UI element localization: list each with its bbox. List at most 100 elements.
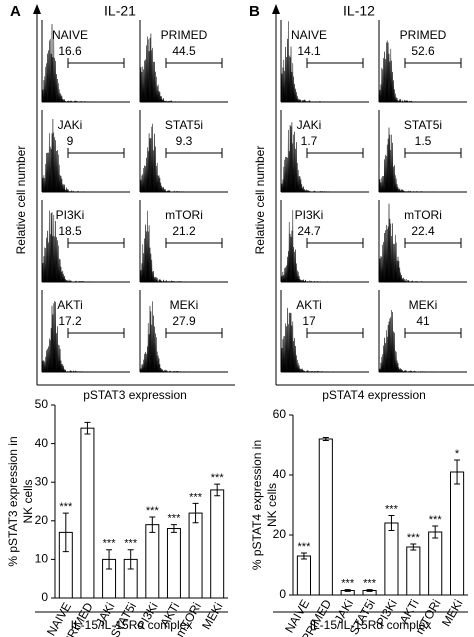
gate-label: AKTi <box>296 298 322 312</box>
histogram <box>41 210 106 283</box>
significance: *** <box>103 538 117 550</box>
error-bar <box>410 543 417 551</box>
y-tick-label: 0 <box>279 587 286 601</box>
gate-value: 18.5 <box>58 224 82 238</box>
y-axis-label: NK cells <box>265 483 279 527</box>
error-bar <box>106 549 113 570</box>
significance: *** <box>407 532 421 544</box>
histogram <box>139 123 204 193</box>
gate-label: STAT5i <box>404 118 442 132</box>
gate-value: 17 <box>302 314 316 328</box>
error-bar <box>149 516 156 533</box>
gate-label: JAKi <box>297 118 322 132</box>
gate-label: NAIVE <box>291 28 327 42</box>
error-bar <box>170 524 177 533</box>
gate-label: AKTi <box>57 298 83 312</box>
y-axis-label: % pSTAT3 expression in <box>6 436 20 566</box>
bar <box>210 489 225 599</box>
bar <box>296 555 311 596</box>
gate-label: mTORi <box>404 208 442 222</box>
x-axis-label: pSTAT4 expression <box>322 388 426 402</box>
gate-value: 1.7 <box>301 134 318 148</box>
y-tick-label: 50 <box>35 397 49 411</box>
error-bar <box>300 552 307 560</box>
gate-value: 14.1 <box>297 44 321 58</box>
histogram <box>139 210 204 283</box>
histogram <box>41 24 106 103</box>
error-bar <box>432 525 439 539</box>
gate-value: 52.6 <box>411 44 435 58</box>
significance: *** <box>124 538 138 550</box>
significance: *** <box>298 541 312 553</box>
significance: *** <box>429 514 443 526</box>
x-tick-label: MEKi <box>199 600 225 632</box>
y-tick-label: 60 <box>273 407 287 421</box>
error-bar <box>62 512 69 553</box>
gate-value: 17.2 <box>58 314 82 328</box>
x-tick-label: MEKi <box>439 597 465 629</box>
gate-label: PRIMED <box>161 28 208 42</box>
y-tick-label: 10 <box>35 552 49 566</box>
x-axis-label: IL-15/IL-15Rα complex <box>310 618 432 632</box>
histogram <box>280 307 345 373</box>
error-bar <box>192 502 199 524</box>
bar <box>318 438 333 596</box>
gate-label: MEKi <box>409 298 438 312</box>
gate-value: 21.2 <box>172 224 196 238</box>
histogram <box>139 301 204 373</box>
gate-label: PI3Ki <box>295 208 324 222</box>
significance: *** <box>363 578 377 590</box>
error-bar <box>84 421 91 435</box>
significance: *** <box>168 513 182 525</box>
panel-title: IL-21 <box>104 3 136 19</box>
bar <box>428 531 443 596</box>
y-tick-label: 20 <box>273 527 287 541</box>
gate-label: PRIMED <box>400 28 447 42</box>
gate-value: 44.5 <box>172 44 196 58</box>
histogram <box>378 203 443 283</box>
bar <box>80 427 95 599</box>
gate-value: 41 <box>416 314 430 328</box>
significance: *** <box>385 503 399 515</box>
gate-value: 22.4 <box>411 224 435 238</box>
histogram <box>139 33 204 103</box>
bar <box>406 546 421 596</box>
bar <box>384 522 399 596</box>
significance: *** <box>211 472 225 484</box>
error-bar <box>214 483 221 497</box>
y-axis-label: Relative cell number <box>253 146 267 255</box>
x-axis-label: IL-15/IL-15Rα complex <box>71 618 193 632</box>
y-tick-label: 40 <box>273 467 287 481</box>
y-tick-label: 0 <box>41 590 48 604</box>
error-bar <box>322 437 329 441</box>
histogram <box>280 210 345 283</box>
significance: *** <box>146 505 160 517</box>
histogram <box>280 122 345 193</box>
bar <box>166 528 181 599</box>
y-tick-label: 30 <box>35 474 49 488</box>
y-tick-label: 20 <box>35 513 49 527</box>
histogram <box>41 301 106 373</box>
gate-value: 24.7 <box>297 224 321 238</box>
gate-label: PI3Ki <box>56 208 85 222</box>
error-bar <box>388 515 395 531</box>
histogram <box>378 127 443 193</box>
significance: *** <box>189 491 203 503</box>
histogram <box>41 119 106 193</box>
x-axis-label: pSTAT3 expression <box>83 388 187 402</box>
error-bar <box>454 459 461 485</box>
gate-value: 9 <box>67 134 74 148</box>
axis-arrow <box>272 4 280 14</box>
y-axis-label: % pSTAT4 expression in <box>250 440 264 570</box>
panel-letter: A <box>10 3 21 20</box>
significance: *** <box>59 501 73 513</box>
panel-letter: B <box>249 3 260 20</box>
gate-value: 1.5 <box>415 134 432 148</box>
axis-arrow <box>33 4 41 14</box>
significance: *** <box>341 578 355 590</box>
histogram <box>378 40 443 103</box>
gate-value: 27.9 <box>172 314 196 328</box>
gate-value: 16.6 <box>58 44 82 58</box>
bar <box>145 524 160 599</box>
